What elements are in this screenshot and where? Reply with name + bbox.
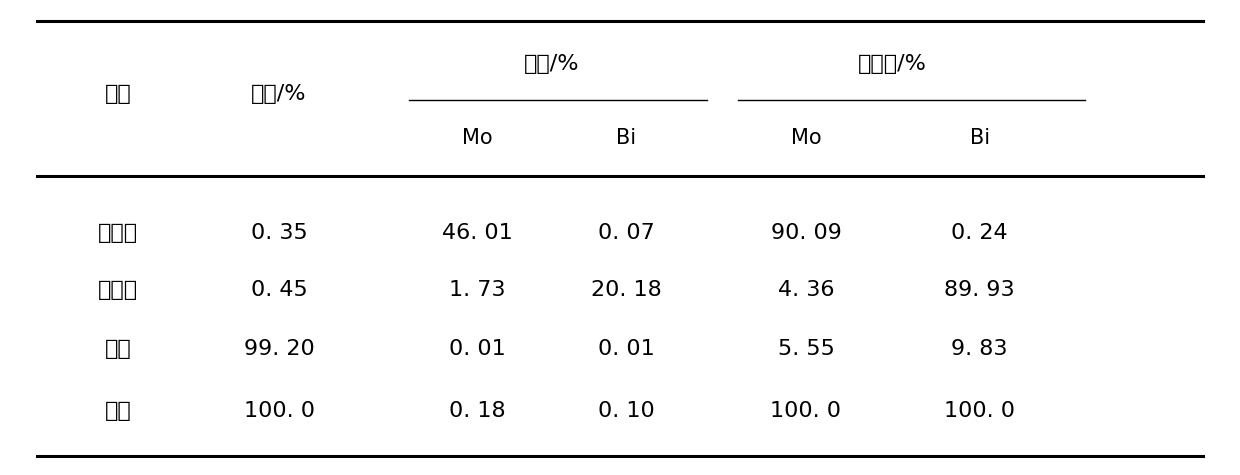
Text: Mo: Mo (463, 128, 492, 148)
Text: Bi: Bi (616, 128, 636, 148)
Text: 0. 45: 0. 45 (250, 280, 308, 300)
Text: 20. 18: 20. 18 (590, 280, 662, 300)
Text: 0. 07: 0. 07 (598, 223, 655, 243)
Text: 铋精矿: 铋精矿 (98, 280, 138, 300)
Text: 100. 0: 100. 0 (770, 401, 842, 421)
Text: 回收率/%: 回收率/% (858, 54, 928, 74)
Text: 0. 18: 0. 18 (449, 401, 506, 421)
Text: 100. 0: 100. 0 (243, 401, 315, 421)
Text: 产率/%: 产率/% (252, 84, 306, 104)
Text: 尾矿: 尾矿 (104, 339, 131, 359)
Text: 99. 20: 99. 20 (243, 339, 315, 359)
Text: 0. 24: 0. 24 (951, 223, 1008, 243)
Text: Mo: Mo (791, 128, 821, 148)
Text: 90. 09: 90. 09 (770, 223, 842, 243)
Text: 9. 83: 9. 83 (951, 339, 1008, 359)
Text: 原矿: 原矿 (104, 401, 131, 421)
Text: 100. 0: 100. 0 (944, 401, 1016, 421)
Text: 产品: 产品 (104, 84, 131, 104)
Text: 46. 01: 46. 01 (441, 223, 513, 243)
Text: 89. 93: 89. 93 (945, 280, 1014, 300)
Text: 馒精矿: 馒精矿 (98, 223, 138, 243)
Text: 0. 10: 0. 10 (598, 401, 655, 421)
Text: 5. 55: 5. 55 (777, 339, 835, 359)
Text: 0. 01: 0. 01 (449, 339, 506, 359)
Text: 0. 01: 0. 01 (598, 339, 655, 359)
Text: 1. 73: 1. 73 (449, 280, 506, 300)
Text: 0. 35: 0. 35 (250, 223, 308, 243)
Text: 4. 36: 4. 36 (777, 280, 835, 300)
Text: Bi: Bi (970, 128, 990, 148)
Text: 品位/%: 品位/% (525, 54, 579, 74)
